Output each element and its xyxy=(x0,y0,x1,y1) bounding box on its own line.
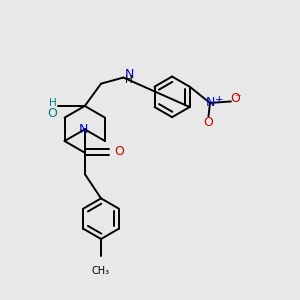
Text: ⁻: ⁻ xyxy=(234,92,241,105)
Text: CH₃: CH₃ xyxy=(92,266,110,276)
Text: H: H xyxy=(124,75,132,85)
Text: O: O xyxy=(230,92,240,105)
Text: O: O xyxy=(204,116,213,129)
Text: N: N xyxy=(124,68,134,81)
Text: H: H xyxy=(49,98,57,108)
Text: N: N xyxy=(79,123,88,136)
Text: O: O xyxy=(47,107,57,121)
Text: O: O xyxy=(115,145,124,158)
Text: +: + xyxy=(214,95,223,105)
Text: N: N xyxy=(205,95,215,109)
